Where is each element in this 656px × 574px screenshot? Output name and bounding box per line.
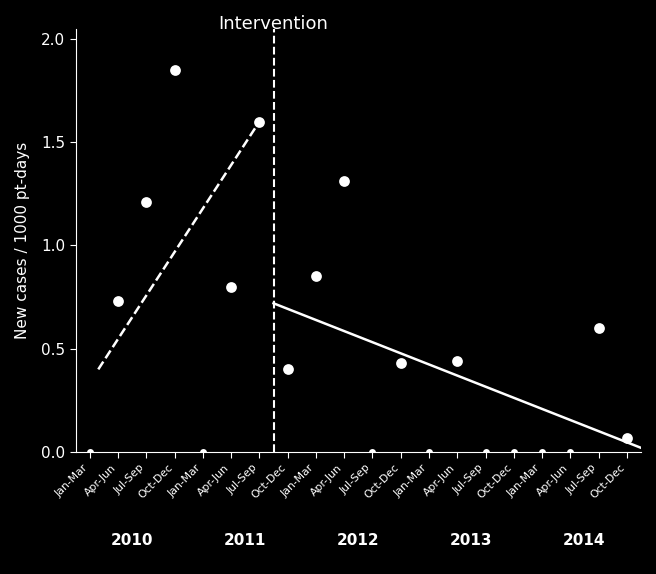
Point: [452, 356, 462, 366]
Point: [226, 282, 236, 292]
Point: [480, 447, 491, 456]
Text: 2013: 2013: [450, 533, 493, 548]
Y-axis label: New cases / 1000 pt-days: New cases / 1000 pt-days: [15, 142, 30, 339]
Point: [537, 447, 547, 456]
Text: Intervention: Intervention: [218, 15, 329, 33]
Point: [85, 447, 95, 456]
Point: [424, 447, 434, 456]
Point: [169, 65, 180, 75]
Point: [396, 359, 406, 368]
Point: [254, 117, 264, 126]
Point: [622, 433, 632, 442]
Point: [565, 447, 575, 456]
Text: 2010: 2010: [111, 533, 154, 548]
Point: [339, 177, 350, 186]
Text: 2014: 2014: [564, 533, 605, 548]
Point: [283, 365, 293, 374]
Point: [508, 447, 519, 456]
Point: [197, 447, 208, 456]
Point: [113, 297, 123, 306]
Point: [141, 197, 152, 207]
Point: [593, 324, 604, 333]
Point: [367, 447, 378, 456]
Text: 2012: 2012: [337, 533, 380, 548]
Point: [311, 272, 321, 281]
Text: 2011: 2011: [224, 533, 266, 548]
